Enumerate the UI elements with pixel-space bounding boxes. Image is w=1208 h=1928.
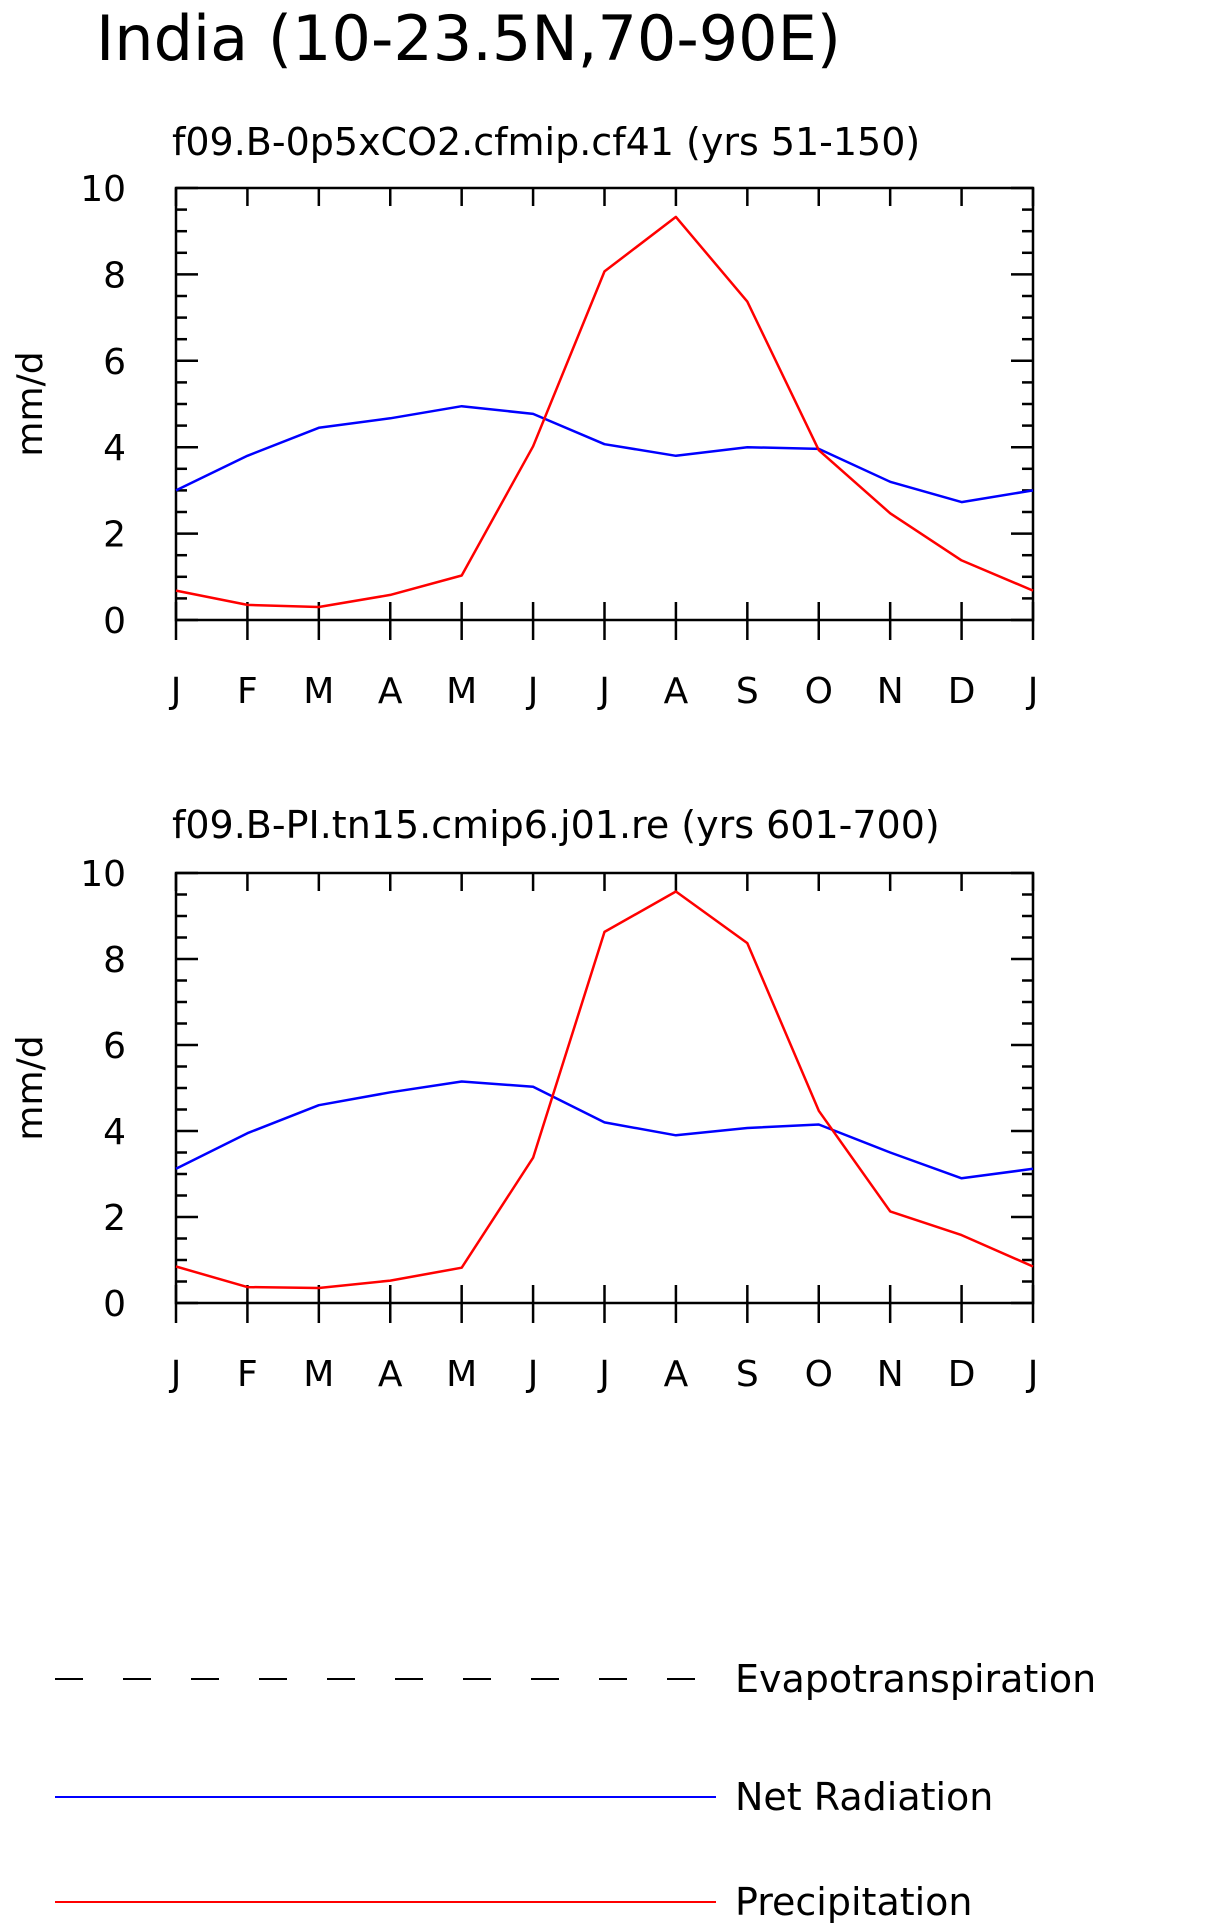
y-tick-label: 10 [80,854,126,895]
y-tick-label: 2 [103,1198,126,1239]
plot-frame [174,186,1035,622]
x-tick-label: M [303,671,334,712]
x-tick-label: N [877,671,904,712]
y-axis-label: mm/d [10,1035,51,1140]
chart-panel-1: f09.B-0p5xCO2.cfmip.cf41 (yrs 51-150) 0 2 4… [10,120,1038,712]
y-tick-label: 10 [80,169,126,210]
x-tick-label: M [303,1354,334,1395]
y-axis: 0 2 4 6 8 10 [80,854,1033,1325]
x-tick-label: S [736,671,759,712]
y-tick-label: 4 [103,1112,126,1153]
x-tick-label: A [664,1354,689,1395]
x-tick-label: J [526,671,539,712]
x-tick-label: A [378,671,403,712]
x-tick-label: M [446,1354,477,1395]
legend-item-evapotranspiration: Evapotranspiration [55,1657,1096,1701]
series-group [175,215,1034,609]
x-tick-label: J [526,1354,539,1395]
x-tick-label: J [597,1354,610,1395]
series-line-precipitation [175,890,1034,1290]
x-tick-label: M [446,671,477,712]
y-tick-label: 0 [103,1284,126,1325]
legend: Evapotranspiration Net Radiation Precipita… [55,1657,1096,1924]
x-tick-label: S [736,1354,759,1395]
series-line-net-radiation [175,404,1034,504]
x-tick-label: F [237,671,258,712]
x-tick-label: N [877,1354,904,1395]
plot-frame [174,871,1035,1305]
series-line-net-radiation [175,1080,1034,1180]
x-tick-label: D [948,1354,976,1395]
x-tick-label: J [169,671,182,712]
legend-label: Evapotranspiration [735,1657,1096,1701]
x-tick-label: J [1026,1354,1039,1395]
series-line-precipitation [175,215,1034,609]
y-tick-label: 2 [103,515,126,556]
x-tick-label: J [169,1354,182,1395]
y-tick-label: 6 [103,342,126,383]
chart-panels: f09.B-0p5xCO2.cfmip.cf41 (yrs 51-150) 0 2 4… [10,120,1038,1395]
y-tick-label: 4 [103,428,126,469]
y-tick-label: 6 [103,1026,126,1067]
y-tick-label: 8 [103,255,126,296]
chart-panel-2: f09.B-PI.tn15.cmip6.j01.re (yrs 601-700)… [10,803,1038,1395]
panel-title: f09.B-0p5xCO2.cfmip.cf41 (yrs 51-150) [172,120,920,164]
panel-title: f09.B-PI.tn15.cmip6.j01.re (yrs 601-700) [172,803,940,847]
x-tick-label: D [948,671,976,712]
y-axis: 0 2 4 6 8 10 [80,169,1033,642]
legend-label: Net Radiation [735,1775,993,1819]
x-tick-label: O [805,671,833,712]
y-tick-label: 8 [103,940,126,981]
legend-item-net-radiation: Net Radiation [55,1775,993,1819]
x-tick-label: O [805,1354,833,1395]
x-tick-label: A [378,1354,403,1395]
legend-label: Precipitation [735,1880,973,1924]
x-tick-label: J [597,671,610,712]
x-tick-label: F [237,1354,258,1395]
legend-item-precipitation: Precipitation [55,1880,973,1924]
x-tick-label: J [1026,671,1039,712]
series-group [175,890,1034,1290]
x-tick-label: A [664,671,689,712]
y-axis-label: mm/d [10,351,51,456]
y-tick-label: 0 [103,601,126,642]
figure-title: India (10-23.5N,70-90E) [96,2,841,75]
